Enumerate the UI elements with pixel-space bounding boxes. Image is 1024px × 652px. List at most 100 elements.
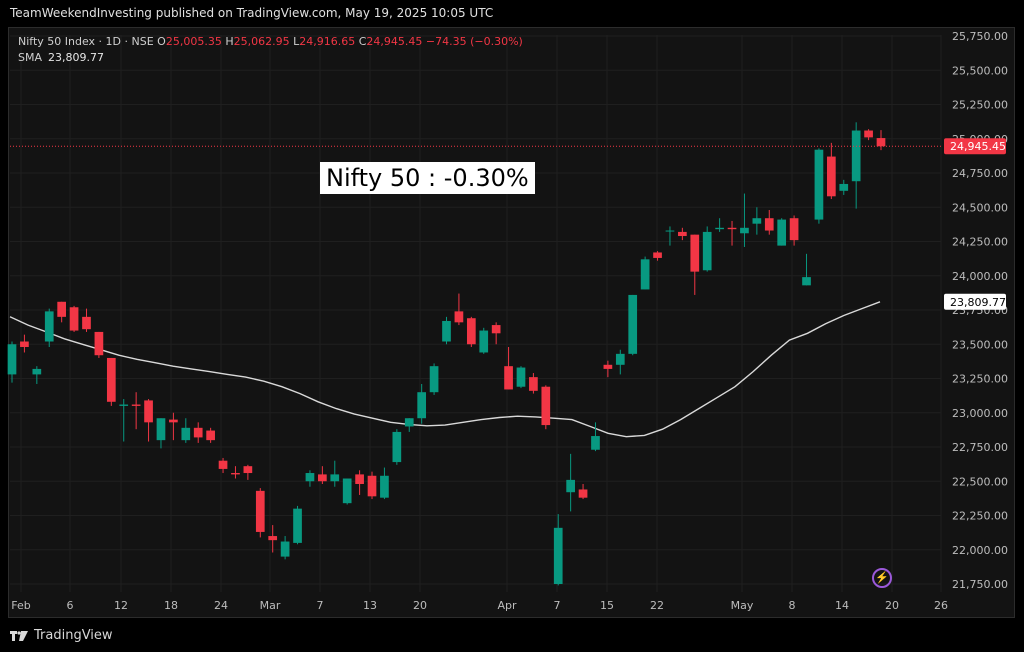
candle[interactable] [169, 412, 178, 441]
candle[interactable] [20, 334, 29, 353]
candle[interactable] [479, 327, 489, 354]
candle[interactable] [69, 305, 79, 332]
candle[interactable] [231, 466, 240, 479]
candle-body [57, 301, 67, 317]
candle[interactable] [541, 385, 551, 430]
candle[interactable] [144, 399, 153, 442]
sma-price-label: 23,809.77 [950, 296, 1006, 309]
candle-body [119, 404, 129, 406]
candle[interactable] [752, 207, 762, 235]
candle-body [318, 474, 327, 482]
sma-legend: SMA 23,809.77 [18, 51, 104, 64]
candle-body [777, 219, 787, 246]
candle[interactable] [764, 209, 774, 235]
candle[interactable] [429, 363, 439, 395]
candle[interactable] [218, 457, 228, 474]
y-tick-label: 22,000.00 [952, 544, 1008, 557]
candle[interactable] [342, 478, 352, 505]
candle[interactable] [57, 301, 67, 323]
candle[interactable] [94, 331, 104, 358]
candle-body [193, 427, 203, 438]
candle[interactable] [653, 251, 662, 261]
candle[interactable] [119, 399, 129, 442]
candle-body [94, 331, 104, 356]
y-tick-label: 24,000.00 [952, 270, 1008, 283]
candle[interactable] [690, 234, 700, 295]
candle[interactable] [442, 316, 451, 345]
y-tick-label: 22,750.00 [952, 441, 1008, 454]
candle[interactable] [665, 226, 675, 246]
candle[interactable] [32, 366, 42, 384]
candle[interactable] [392, 429, 402, 465]
lightning-icon[interactable]: ⚡ [872, 568, 892, 588]
candle[interactable] [417, 383, 427, 424]
candle[interactable] [591, 422, 600, 452]
candle[interactable] [367, 471, 377, 500]
candle[interactable] [268, 525, 278, 553]
candle-body [814, 149, 824, 220]
candle[interactable] [330, 460, 340, 487]
candle[interactable] [777, 218, 787, 246]
candle-body [255, 490, 265, 532]
candle[interactable] [640, 256, 650, 290]
candle[interactable] [740, 193, 749, 247]
candle[interactable] [702, 226, 712, 272]
x-tick-label: Feb [11, 599, 30, 612]
candle[interactable] [566, 453, 575, 512]
y-tick-label: 25,500.00 [952, 64, 1008, 77]
candle[interactable] [193, 422, 203, 443]
candle[interactable] [181, 418, 191, 443]
candle[interactable] [615, 349, 625, 375]
y-tick-label: 25,250.00 [952, 99, 1008, 112]
candle-body [404, 418, 414, 427]
x-tick-label: 6 [67, 599, 74, 612]
candle[interactable] [404, 418, 414, 432]
candle[interactable] [802, 253, 811, 286]
candle[interactable] [7, 341, 17, 383]
candle[interactable] [603, 360, 613, 378]
candle[interactable] [628, 294, 638, 356]
footer: TradingView [10, 628, 113, 643]
candle[interactable] [789, 215, 799, 246]
candle[interactable] [678, 227, 687, 241]
candle[interactable] [553, 514, 563, 586]
candle[interactable] [578, 483, 588, 500]
candle[interactable] [305, 470, 315, 487]
candle[interactable] [491, 322, 501, 345]
candle[interactable] [454, 293, 464, 326]
candle[interactable] [156, 418, 166, 449]
candle[interactable] [466, 316, 476, 347]
candle[interactable] [715, 218, 724, 232]
candle-body [293, 508, 302, 543]
sma-label: SMA [18, 51, 42, 64]
candle[interactable] [814, 148, 824, 224]
candle-body [156, 418, 166, 441]
candle[interactable] [106, 357, 116, 406]
tradingview-logo-icon [10, 630, 28, 641]
candle[interactable] [851, 122, 861, 209]
candle[interactable] [255, 488, 265, 538]
candle[interactable] [516, 366, 526, 389]
candle[interactable] [131, 392, 141, 430]
high-label: H [225, 35, 234, 48]
candle[interactable] [280, 536, 290, 560]
candle[interactable] [380, 467, 389, 500]
candle[interactable] [243, 464, 253, 480]
candle[interactable] [293, 505, 302, 545]
candle[interactable] [82, 308, 91, 332]
candle[interactable] [318, 466, 327, 484]
candle[interactable] [839, 179, 849, 195]
candle[interactable] [504, 346, 513, 390]
candle[interactable] [864, 129, 873, 141]
candle[interactable] [355, 470, 364, 495]
candle[interactable] [876, 130, 886, 151]
candle[interactable] [826, 142, 836, 200]
candle[interactable] [727, 220, 737, 246]
x-tick-label: Apr [497, 599, 517, 612]
candle[interactable] [529, 373, 538, 394]
candle-body [330, 474, 340, 482]
candle[interactable] [44, 308, 54, 347]
candle[interactable] [206, 427, 215, 443]
candle-body [305, 473, 315, 482]
